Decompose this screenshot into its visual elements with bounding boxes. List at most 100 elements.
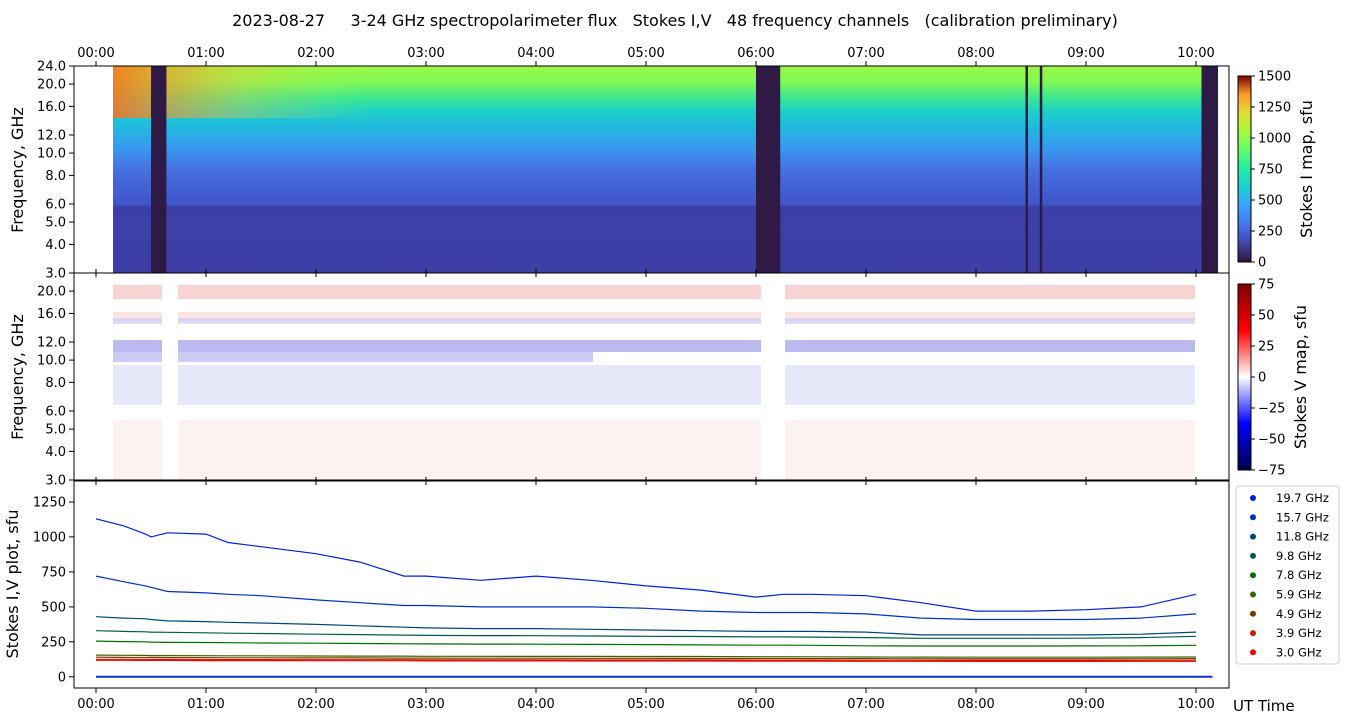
- stokes-i-colorbar-label: Stokes I map, sfu: [1297, 100, 1316, 238]
- stokes-v-band-13ghz: [113, 318, 1195, 324]
- stokes-v-gap-1: [162, 273, 178, 480]
- legend-label: 7.8 GHz: [1276, 568, 1322, 582]
- x-tick-label-bottom: 08:00: [957, 697, 994, 712]
- x-tick-label-top: 02:00: [297, 46, 334, 61]
- x-tick-label-bottom: 05:00: [627, 697, 664, 712]
- colorbar-tick-label: 1000: [1258, 132, 1291, 147]
- stokes-iv-plot-frame: [73, 480, 1230, 689]
- y-tick-label: 6.0: [45, 405, 66, 420]
- stokes-iv-plot-area: [74, 481, 1229, 688]
- x-tick-label-bottom: 03:00: [407, 697, 444, 712]
- legend-label: 5.9 GHz: [1276, 588, 1322, 602]
- colorbar-tick-label: 25: [1258, 340, 1275, 355]
- legend-marker: [1250, 572, 1256, 579]
- legend-marker: [1250, 552, 1256, 559]
- stokes-v-band-20ghz: [113, 285, 1195, 299]
- x-tick-label-top: 00:00: [77, 46, 114, 61]
- x-tick-label-bottom: 06:00: [737, 697, 774, 712]
- legend-marker: [1250, 591, 1256, 598]
- x-tick-label-bottom: 09:00: [1067, 697, 1104, 712]
- stokes-v-colorbar-label: Stokes V map, sfu: [1291, 305, 1310, 449]
- x-tick-label-top: 09:00: [1067, 46, 1104, 61]
- stokes-v-band-8ghz: [113, 365, 1195, 405]
- legend-marker: [1250, 495, 1256, 501]
- series-line-15-7-GHz: [95, 575, 1197, 621]
- x-tick-label-bottom: 00:00: [77, 697, 114, 712]
- y-tick-label: 1000: [33, 530, 66, 545]
- stokes-i-gap-1: [151, 66, 167, 273]
- y-tick-label: 6.0: [45, 198, 66, 213]
- x-tick-label-top: 07:00: [847, 46, 884, 61]
- x-tick-label-bottom: 07:00: [847, 697, 884, 712]
- legend-label: 11.8 GHz: [1276, 530, 1329, 544]
- legend-label: 3.0 GHz: [1276, 645, 1322, 659]
- x-tick-label-top: 08:00: [957, 46, 994, 61]
- y-tick-label: 5.0: [45, 423, 66, 438]
- stokes-i-narrow-gap-2: [1039, 66, 1043, 273]
- y-tick-label: 16.0: [37, 307, 66, 322]
- y-tick-label: 0: [58, 670, 66, 685]
- colorbar-tick-label: 75: [1258, 278, 1275, 293]
- series-line-5-9-GHz: [95, 654, 1197, 658]
- x-tick-label-top: 01:00: [187, 46, 224, 61]
- y-tick-label: 3.0: [45, 474, 66, 489]
- y-tick-label: 16.0: [37, 100, 66, 115]
- stokes-v-band-12ghz: [113, 340, 1195, 352]
- legend-marker: [1250, 610, 1256, 617]
- y-tick-label: 10.0: [37, 354, 66, 369]
- stokes-i-colorbar-gradient: [1237, 75, 1252, 263]
- stokes-v-colorbar: −75 −50 −25 0 25 50 75 Stokes V map, sfu: [1237, 278, 1310, 479]
- y-tick-label: 4.0: [45, 238, 66, 253]
- chart-title: 2023-08-27 3-24 GHz spectropolarimeter f…: [232, 11, 1118, 30]
- stokes-v-band-low: [113, 420, 1195, 480]
- legend-box: [1235, 485, 1340, 665]
- y-tick-label: 3.0: [45, 267, 66, 282]
- stokes-v-ylabel: Frequency, GHz: [8, 314, 27, 440]
- colorbar-tick-label: 250: [1258, 225, 1283, 240]
- series-line-19-7-GHz: [95, 518, 1197, 612]
- legend-label: 15.7 GHz: [1276, 510, 1329, 524]
- y-tick-label: 1250: [33, 496, 66, 511]
- stokes-i-gap-2: [756, 66, 781, 273]
- x-tick-label-bottom: 04:00: [517, 697, 554, 712]
- stokes-v-panel: 3.0 4.0 5.0 6.0 8.0 10.0 12.0 16.0 20.0 Frequenc…: [8, 272, 1230, 489]
- series-line-11-8-GHz: [95, 616, 1197, 636]
- series-line-4-9-GHz: [95, 656, 1197, 660]
- stokes-i-ylabel: Frequency, GHz: [8, 107, 27, 233]
- stokes-v-colorbar-gradient: [1237, 283, 1252, 471]
- x-tick-label-bottom: 02:00: [297, 697, 334, 712]
- legend-label: 9.8 GHz: [1276, 549, 1322, 563]
- y-tick-label: 24.0: [37, 60, 66, 75]
- colorbar-tick-label: 500: [1258, 194, 1283, 209]
- x-axis-label: UT Time: [1233, 697, 1295, 715]
- legend-marker: [1250, 533, 1256, 540]
- colorbar-tick-label: 0: [1258, 371, 1266, 386]
- series-line-3-0-GHz: [96, 659, 1196, 662]
- legend-label: 4.9 GHz: [1276, 607, 1322, 621]
- colorbar-tick-label: −25: [1258, 402, 1285, 417]
- series-line-7-8-GHz: [95, 640, 1197, 647]
- y-tick-label: 750: [41, 565, 66, 580]
- y-tick-label: 4.0: [45, 445, 66, 460]
- y-tick-label: 12.0: [37, 336, 66, 351]
- y-tick-label: 20.0: [37, 285, 66, 300]
- stokes-v-axes-frame: [73, 272, 1230, 481]
- y-tick-label: 10.0: [37, 147, 66, 162]
- colorbar-tick-label: 750: [1258, 163, 1283, 178]
- series-line-9-8-GHz: [95, 630, 1197, 639]
- legend: 19.7 GHz 15.7 GHz 11.8 GHz 9.8 GHz 7.8 GHz 5.…: [1235, 485, 1340, 665]
- stokes-i-gap-3: [1201, 66, 1218, 273]
- legend-marker: [1250, 630, 1256, 637]
- x-tick-label-top: 05:00: [627, 46, 664, 61]
- stokes-i-colorbar: 0 250 500 750 1000 1250 1500 Stokes I map, sfu: [1237, 70, 1316, 271]
- y-tick-label: 500: [41, 600, 66, 615]
- series-line-3-9-GHz: [96, 658, 1196, 661]
- legend-marker: [1250, 514, 1256, 521]
- stokes-v-gap-2: [761, 273, 785, 480]
- stokes-iv-ylabel: Stokes I,V plot, sfu: [3, 510, 22, 659]
- legend-label: 3.9 GHz: [1276, 626, 1322, 640]
- y-tick-label: 8.0: [45, 169, 66, 184]
- colorbar-tick-label: 1250: [1258, 101, 1291, 116]
- x-tick-label-bottom: 01:00: [187, 697, 224, 712]
